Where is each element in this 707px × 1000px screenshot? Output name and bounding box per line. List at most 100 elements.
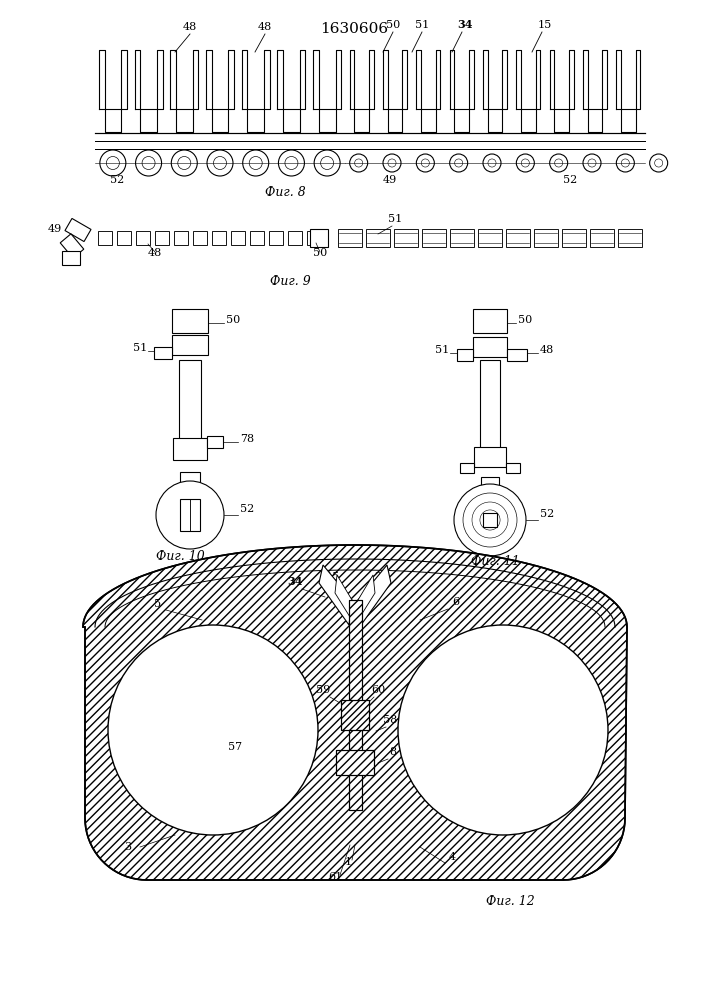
- Text: 5: 5: [154, 599, 162, 609]
- Bar: [341, 700, 369, 730]
- Text: 48: 48: [258, 22, 272, 32]
- Circle shape: [350, 154, 368, 172]
- Bar: [481, 477, 499, 493]
- Bar: [155, 231, 169, 245]
- Bar: [349, 600, 361, 810]
- Bar: [180, 499, 200, 531]
- Text: 51: 51: [388, 214, 402, 224]
- Bar: [172, 335, 208, 355]
- Text: 52: 52: [240, 504, 255, 514]
- Bar: [310, 229, 328, 247]
- Circle shape: [650, 154, 667, 172]
- Text: 48: 48: [540, 345, 554, 355]
- Bar: [269, 231, 283, 245]
- Circle shape: [583, 154, 601, 172]
- Circle shape: [416, 154, 434, 172]
- Circle shape: [549, 154, 568, 172]
- Text: Фиг. 10: Фиг. 10: [156, 550, 204, 563]
- Text: 52: 52: [110, 175, 124, 185]
- Text: 51: 51: [415, 20, 429, 30]
- Bar: [457, 349, 473, 361]
- Bar: [618, 229, 642, 247]
- Text: 57: 57: [228, 742, 242, 752]
- Bar: [506, 463, 520, 473]
- Text: Фиг. 11: Фиг. 11: [471, 555, 520, 568]
- Bar: [473, 309, 507, 333]
- Circle shape: [136, 150, 162, 176]
- Text: 48: 48: [183, 22, 197, 32]
- Bar: [117, 231, 131, 245]
- Text: 50: 50: [518, 315, 532, 325]
- Text: 4: 4: [448, 852, 455, 862]
- Text: 50: 50: [226, 315, 240, 325]
- Text: 52: 52: [540, 509, 554, 519]
- Bar: [349, 600, 361, 810]
- Text: 50: 50: [386, 20, 400, 30]
- Bar: [174, 231, 188, 245]
- Text: 15: 15: [326, 572, 340, 582]
- Bar: [480, 360, 500, 450]
- Bar: [307, 231, 321, 245]
- Circle shape: [516, 154, 534, 172]
- Text: 51: 51: [435, 345, 449, 355]
- Polygon shape: [65, 218, 91, 242]
- Polygon shape: [319, 565, 352, 625]
- Bar: [231, 231, 245, 245]
- Circle shape: [108, 625, 318, 835]
- Bar: [507, 349, 527, 361]
- Bar: [366, 229, 390, 247]
- Text: 48: 48: [148, 248, 162, 258]
- Polygon shape: [358, 575, 375, 617]
- Bar: [473, 337, 507, 357]
- Bar: [193, 231, 207, 245]
- Bar: [460, 463, 474, 473]
- Text: 52: 52: [563, 175, 577, 185]
- Text: 6: 6: [452, 597, 460, 607]
- Circle shape: [171, 150, 197, 176]
- Bar: [172, 309, 208, 333]
- Text: 78: 78: [240, 434, 254, 444]
- Circle shape: [398, 625, 608, 835]
- Circle shape: [100, 150, 126, 176]
- Bar: [478, 229, 502, 247]
- Bar: [338, 229, 362, 247]
- Circle shape: [450, 154, 467, 172]
- Bar: [474, 447, 506, 467]
- Bar: [288, 231, 302, 245]
- Bar: [483, 513, 497, 527]
- Text: 49: 49: [383, 175, 397, 185]
- Bar: [250, 231, 264, 245]
- Bar: [422, 229, 446, 247]
- Circle shape: [207, 150, 233, 176]
- Text: Фиг. 8: Фиг. 8: [264, 186, 305, 199]
- Circle shape: [279, 150, 305, 176]
- Text: Фиг. 9: Фиг. 9: [269, 275, 310, 288]
- Circle shape: [617, 154, 634, 172]
- Text: 59: 59: [316, 685, 330, 695]
- Text: 3: 3: [124, 842, 132, 852]
- Polygon shape: [335, 575, 352, 617]
- Text: 49: 49: [48, 224, 62, 234]
- Bar: [534, 229, 558, 247]
- Text: Фиг. 12: Фиг. 12: [486, 895, 534, 908]
- Text: 50: 50: [313, 248, 327, 258]
- Bar: [336, 750, 374, 775]
- Polygon shape: [83, 545, 627, 880]
- Polygon shape: [60, 234, 84, 258]
- Bar: [394, 229, 418, 247]
- Polygon shape: [358, 565, 391, 625]
- Bar: [207, 436, 223, 448]
- Bar: [136, 231, 150, 245]
- Bar: [562, 229, 586, 247]
- Text: 60: 60: [371, 685, 385, 695]
- Text: 2: 2: [375, 572, 382, 582]
- Circle shape: [314, 150, 340, 176]
- Circle shape: [243, 150, 269, 176]
- Bar: [62, 251, 80, 265]
- Bar: [212, 231, 226, 245]
- Text: 15: 15: [538, 20, 552, 30]
- Circle shape: [454, 484, 526, 556]
- Text: 1: 1: [344, 857, 351, 867]
- Bar: [590, 229, 614, 247]
- Text: 58: 58: [383, 715, 397, 725]
